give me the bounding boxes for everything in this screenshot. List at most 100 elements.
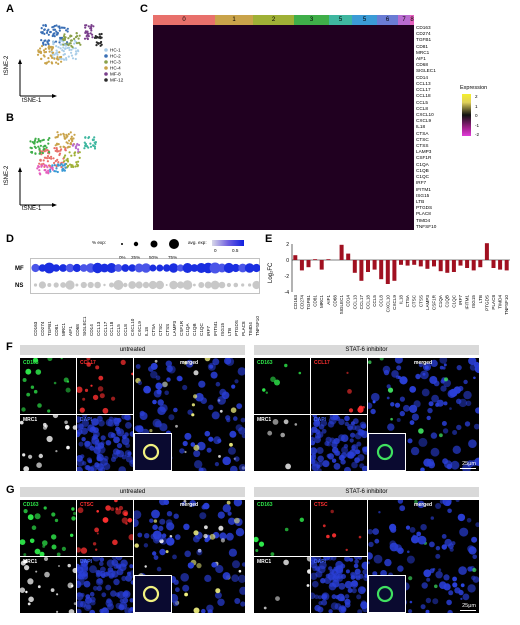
heatmap-gene-label: MRC1 — [416, 49, 430, 55]
panel-label-f: F — [6, 341, 13, 353]
tsne-a-point — [67, 37, 70, 40]
tsne-b-point — [74, 165, 77, 168]
dot-gene-label: CCL8 — [123, 324, 129, 336]
tsne-a-point — [91, 36, 94, 39]
if_f-merged-label: merged — [414, 360, 433, 366]
tsne-b-point — [68, 139, 71, 142]
dot-mf — [106, 263, 117, 273]
heatmap-gene-label: CXCL10 — [416, 111, 434, 117]
legend-a-swatch — [104, 72, 108, 76]
if_g-untreated-ch1-image: CD163 — [20, 500, 76, 556]
tsne-a-point — [78, 34, 81, 37]
dot-gene-label: CCL17 — [102, 321, 108, 336]
tsne-b-point — [68, 151, 71, 154]
tsne-b-point — [70, 154, 73, 157]
heatmap-cells — [153, 25, 414, 230]
tsne-b-point — [72, 144, 75, 147]
if_g-scale-bar — [460, 609, 476, 611]
if_f-inset-zoom — [368, 433, 406, 471]
if_f-ch4-label: DAPI — [314, 417, 326, 423]
tsne-b-point — [78, 156, 81, 159]
dot-pct-tick-25: 25% — [131, 255, 141, 260]
tsne-b-point — [87, 146, 90, 149]
tsne-a-point — [70, 44, 73, 48]
if_f-ch3-label: MRC1 — [257, 417, 272, 423]
tsne-b-point — [43, 156, 47, 159]
bar-cxcl10 — [385, 260, 390, 284]
tsne-b-point — [77, 160, 80, 163]
bar-xtick: CD14 — [346, 295, 351, 307]
bar-xtick: CCL17 — [359, 295, 364, 310]
bar-xtick: IL18 — [399, 295, 404, 304]
dot-gene-label: ISG15 — [220, 322, 225, 336]
cluster-header-8: 8 — [410, 15, 414, 25]
bar-xtick: CXCL9 — [392, 295, 397, 310]
dot-avg-colorbar — [212, 240, 244, 246]
tsne-a-point — [53, 24, 56, 28]
dot-mf — [31, 263, 40, 273]
tsne-b-point — [53, 161, 56, 165]
legend-a-label: HC-3 — [110, 60, 121, 65]
tsne-a-point — [57, 62, 60, 65]
tsne-a-point — [66, 30, 69, 33]
heatmap-gene-label: ISG15 — [416, 192, 430, 198]
tsne-a-point — [42, 49, 46, 52]
if_f-merged-label: merged — [180, 360, 199, 366]
dot-ns — [53, 282, 59, 288]
tsne-b-point — [47, 138, 50, 141]
bar-ifitm1 — [465, 260, 470, 268]
tsne-b-point — [39, 151, 42, 154]
tsne-b-point — [41, 151, 44, 155]
legend-a-label: HC-4 — [110, 66, 121, 71]
tsne-a-point — [49, 31, 52, 34]
dot-ns — [218, 281, 226, 289]
tsne-b-point — [36, 167, 39, 170]
tsne-b-xlabel: tSNE-1 — [22, 206, 42, 212]
dot-mf — [156, 264, 164, 272]
heatmap-gene-label: TNFSF10 — [416, 223, 437, 229]
tsne-b-point — [37, 138, 40, 141]
cluster-header-2: 2 — [253, 15, 294, 25]
tsne-a-point — [76, 49, 79, 52]
if_g-ch4-label: DAPI — [314, 559, 326, 565]
tsne-a-point — [40, 27, 43, 30]
tsne-b-point — [40, 164, 44, 167]
tsne-plot-a: HC-1HC-2HC-3HC-4MF-8MF-12 — [18, 23, 124, 98]
dot-mf — [52, 264, 60, 272]
dot-gene-label: CTSA — [150, 323, 156, 336]
tsne-a-point — [68, 48, 71, 52]
tsne-a-point — [86, 34, 89, 37]
tsne-a-point — [71, 57, 75, 60]
heatmap-gene-label: PTGDS — [416, 205, 433, 211]
tsne-b-point — [83, 141, 86, 144]
dot-gene-label: LTB — [226, 327, 232, 336]
tsne-a-point — [58, 29, 61, 32]
if_g-merged-label: merged — [414, 502, 433, 508]
heatmap-gene-label: CXCL9 — [416, 118, 432, 124]
if_g-ch2-label: CTSC — [80, 502, 94, 508]
legend-a-swatch — [104, 78, 108, 82]
bar-xtick: CD163 — [293, 295, 298, 310]
tsne-a-point — [53, 53, 56, 56]
dot-pct-tick-0: 0% — [119, 255, 126, 260]
heatmap-gene-labels: CD163 CD274 TGFB1 CD81 MRC1 AIF1 CD68 SIGLEC1 CD… — [416, 25, 456, 230]
tsne-b-point — [47, 142, 50, 145]
dot-gene-label: MRC1 — [61, 322, 67, 336]
bar-xtick: LAMP3 — [425, 295, 430, 311]
bar-xtick: CCL8 — [379, 295, 384, 307]
tsne-a-point — [41, 31, 44, 34]
tsne-plot-b — [18, 131, 97, 207]
tsne-a-xlabel: tSNE-1 — [22, 98, 42, 104]
dot-gene-label: TIMD4 — [247, 322, 253, 336]
tsne-a-point — [58, 51, 61, 54]
tsne-b-point — [31, 141, 34, 144]
dot-mf — [100, 263, 109, 273]
tsne-a-point — [65, 58, 68, 61]
tsne-a-point — [57, 46, 60, 49]
if_f-scale-bar-label: 25μm — [462, 461, 476, 467]
cluster-header-4: 5 — [329, 15, 352, 25]
tsne-b-point — [29, 140, 32, 143]
bar-c1qb — [445, 260, 450, 273]
tsne-a-point — [65, 42, 68, 45]
